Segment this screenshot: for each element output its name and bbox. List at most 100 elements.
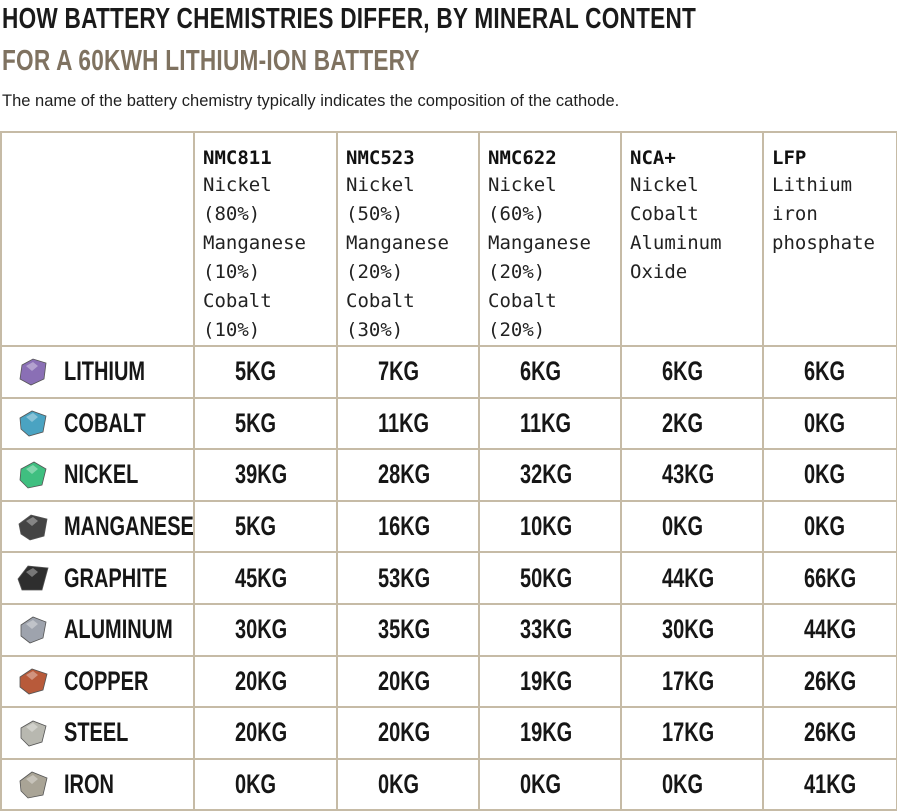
value-cell: 32KG	[478, 448, 622, 502]
mineral-amount: 44KG	[662, 562, 715, 593]
mineral-amount: 17KG	[662, 717, 715, 748]
mineral-amount: 19KG	[520, 665, 573, 696]
mineral-amount: 7KG	[378, 356, 420, 387]
mineral-cell: LITHIUM	[0, 345, 195, 399]
value-cell: 11KG	[336, 396, 480, 451]
mineral-amount: 5KG	[235, 511, 277, 542]
mineral-amount: 0KG	[235, 769, 277, 800]
value-cell: 16KG	[336, 499, 480, 554]
mineral-cell: COBALT	[0, 396, 195, 451]
mineral-name: NICKEL	[64, 459, 139, 490]
mineral-amount: 45KG	[235, 562, 288, 593]
value-cell: 0KG	[478, 757, 622, 811]
mineral-amount: 50KG	[520, 562, 573, 593]
value-cell: 7KG	[336, 345, 480, 399]
lithium-gem-icon	[19, 358, 47, 386]
value-cell: 66KG	[762, 551, 897, 605]
steel-gem-icon	[20, 720, 47, 747]
value-cell: 17KG	[620, 654, 764, 709]
mineral-row: STEEL 20KG 20KG 19KG 17KG 26KG	[0, 706, 897, 760]
mineral-amount: 0KG	[378, 769, 420, 800]
mineral-name: COPPER	[64, 665, 149, 696]
mineral-amount: 43KG	[662, 459, 715, 490]
chemistry-name: LFP	[772, 147, 807, 169]
chemistry-name: NCA+	[630, 147, 676, 169]
column-header: NMC811 Nickel (80%) Manganese (10%) Coba…	[193, 131, 338, 347]
mineral-amount: 5KG	[235, 407, 277, 438]
value-cell: 33KG	[478, 602, 622, 657]
mineral-row: LITHIUM 5KG 7KG 6KG 6KG 6KG	[0, 345, 897, 399]
graphite-gem-icon	[17, 565, 49, 591]
mineral-cell: IRON	[0, 757, 195, 811]
column-header: NCA+ Nickel Cobalt Aluminum Oxide	[620, 131, 764, 347]
mineral-cell: COPPER	[0, 654, 195, 709]
mineral-amount: 11KG	[378, 407, 430, 438]
mineral-amount: 11KG	[520, 407, 572, 438]
value-cell: 5KG	[193, 396, 338, 451]
value-cell: 44KG	[762, 602, 897, 657]
value-cell: 53KG	[336, 551, 480, 605]
value-cell: 45KG	[193, 551, 338, 605]
mineral-amount: 0KG	[804, 407, 846, 438]
value-cell: 10KG	[478, 499, 622, 554]
chemistry-name: NMC523	[346, 147, 415, 169]
value-cell: 41KG	[762, 757, 897, 811]
manganese-gem-icon	[18, 514, 48, 541]
mineral-amount: 35KG	[378, 614, 431, 645]
mineral-cell: NICKEL	[0, 448, 195, 502]
value-cell: 0KG	[762, 499, 897, 554]
nickel-gem-icon	[19, 461, 47, 489]
value-cell: 43KG	[620, 448, 764, 502]
value-cell: 26KG	[762, 654, 897, 709]
value-cell: 20KG	[193, 654, 338, 709]
mineral-amount: 26KG	[804, 665, 857, 696]
mineral-amount: 30KG	[662, 614, 715, 645]
column-header: NMC523 Nickel (50%) Manganese (20%) Coba…	[336, 131, 480, 347]
mineral-name: STEEL	[64, 717, 129, 748]
mineral-amount: 10KG	[520, 511, 573, 542]
mineral-amount: 6KG	[804, 356, 846, 387]
cobalt-gem-icon	[19, 410, 47, 437]
mineral-row: NICKEL 39KG 28KG 32KG 43KG 0KG	[0, 448, 897, 502]
value-cell: 0KG	[193, 757, 338, 811]
header-row: NMC811 Nickel (80%) Manganese (10%) Coba…	[0, 131, 897, 347]
chart-title: HOW BATTERY CHEMISTRIES DIFFER, BY MINER…	[2, 3, 697, 35]
mineral-content-table: NMC811 Nickel (80%) Manganese (10%) Coba…	[0, 131, 897, 811]
chemistry-description: Nickel (50%) Manganese (20%) Cobalt (30%…	[346, 174, 449, 341]
value-cell: 44KG	[620, 551, 764, 605]
mineral-amount: 41KG	[804, 769, 857, 800]
mineral-amount: 20KG	[378, 717, 431, 748]
mineral-row: MANGANESE 5KG 16KG 10KG 0KG 0KG	[0, 499, 897, 554]
aluminum-gem-icon	[20, 616, 47, 644]
mineral-amount: 5KG	[235, 356, 277, 387]
mineral-amount: 53KG	[378, 562, 431, 593]
value-cell: 26KG	[762, 706, 897, 760]
mineral-amount: 20KG	[235, 665, 288, 696]
mineral-amount: 0KG	[804, 459, 846, 490]
mineral-amount: 20KG	[235, 717, 288, 748]
chemistry-name: NMC811	[203, 147, 272, 169]
chemistry-description: Nickel (80%) Manganese (10%) Cobalt (10%…	[203, 174, 306, 341]
mineral-amount: 16KG	[378, 511, 431, 542]
mineral-cell: MANGANESE	[0, 499, 195, 554]
value-cell: 35KG	[336, 602, 480, 657]
mineral-name: IRON	[64, 769, 114, 800]
value-cell: 20KG	[336, 706, 480, 760]
mineral-name: ALUMINUM	[64, 614, 173, 645]
value-cell: 30KG	[193, 602, 338, 657]
value-cell: 39KG	[193, 448, 338, 502]
mineral-name: COBALT	[64, 407, 146, 438]
mineral-row: ALUMINUM 30KG 35KG 33KG 30KG 44KG	[0, 602, 897, 657]
mineral-amount: 6KG	[662, 356, 704, 387]
value-cell: 6KG	[478, 345, 622, 399]
value-cell: 19KG	[478, 654, 622, 709]
mineral-row: COBALT 5KG 11KG 11KG 2KG 0KG	[0, 396, 897, 451]
table-body: LITHIUM 5KG 7KG 6KG 6KG 6KG COBALT 5KG 11KG 11KG 2…	[0, 345, 897, 811]
value-cell: 17KG	[620, 706, 764, 760]
mineral-amount: 39KG	[235, 459, 288, 490]
value-cell: 28KG	[336, 448, 480, 502]
value-cell: 5KG	[193, 345, 338, 399]
mineral-amount: 26KG	[804, 717, 857, 748]
mineral-amount: 17KG	[662, 665, 715, 696]
value-cell: 0KG	[762, 448, 897, 502]
